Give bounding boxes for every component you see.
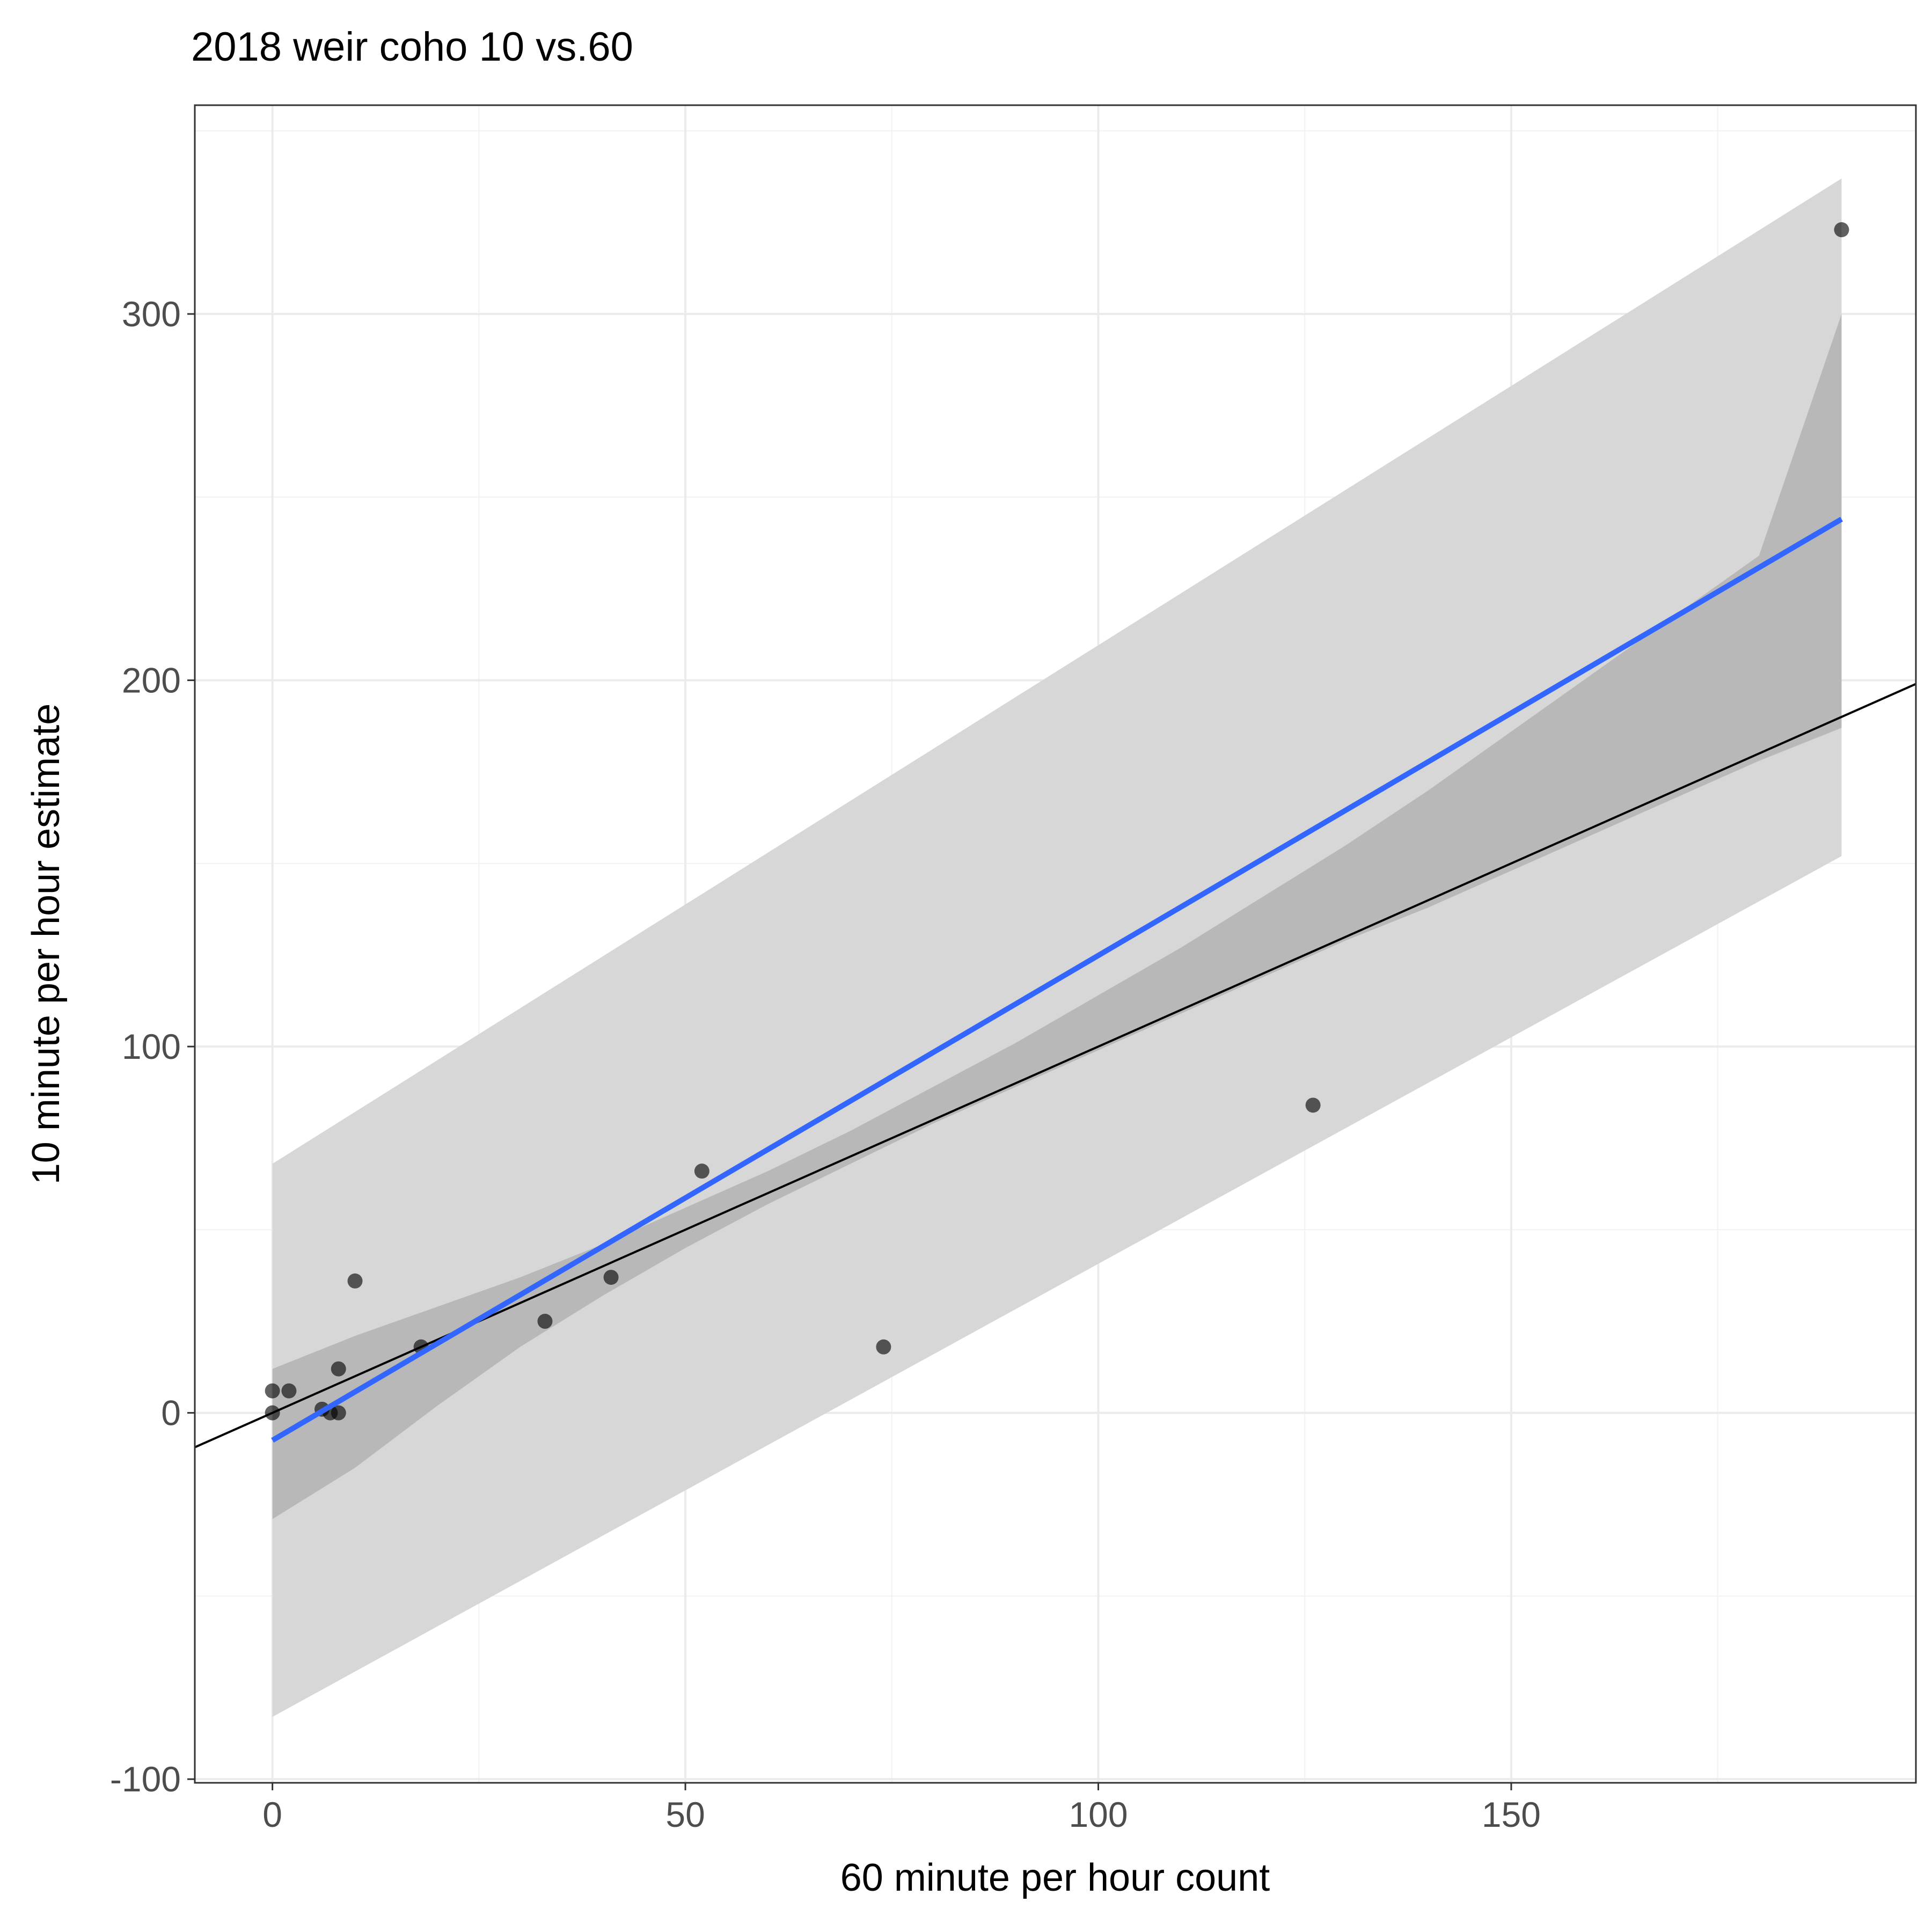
fit-line <box>271 516 1843 1443</box>
data-point <box>281 1383 297 1399</box>
x-axis-label: 60 minute per hour count <box>840 1856 1270 1899</box>
x-tick-label: 0 <box>262 1795 282 1834</box>
fit-line-group <box>271 516 1843 1443</box>
y-axis-label: 10 minute per hour estimate <box>25 704 68 1184</box>
x-tick-label: 50 <box>665 1795 705 1834</box>
prediction-band <box>272 178 1842 1717</box>
y-axis: -100 0 100 200 300 <box>110 294 195 1799</box>
data-point <box>265 1383 280 1399</box>
data-point <box>265 1405 280 1421</box>
data-point <box>331 1405 346 1421</box>
data-point <box>694 1163 709 1179</box>
confidence-band <box>272 314 1842 1519</box>
y-tick-label: 100 <box>122 1027 181 1066</box>
y-tick-label: 300 <box>122 294 181 334</box>
x-axis: 0 50 100 150 <box>262 1783 1541 1834</box>
confidence-bands <box>272 178 1842 1717</box>
y-tick-label: -100 <box>110 1759 181 1799</box>
data-point <box>347 1273 363 1289</box>
data-point <box>331 1361 346 1377</box>
data-point <box>1834 222 1849 238</box>
data-point <box>603 1270 619 1285</box>
chart-title: 2018 weir coho 10 vs.60 <box>191 24 633 70</box>
x-tick-label: 100 <box>1069 1795 1128 1834</box>
y-tick-label: 200 <box>122 661 181 700</box>
data-point <box>876 1339 891 1355</box>
x-tick-label: 150 <box>1482 1795 1541 1834</box>
plot-panel-border <box>194 104 1917 1784</box>
y-tick-label: 0 <box>161 1393 181 1433</box>
data-point <box>537 1314 553 1329</box>
data-point <box>1305 1097 1321 1113</box>
